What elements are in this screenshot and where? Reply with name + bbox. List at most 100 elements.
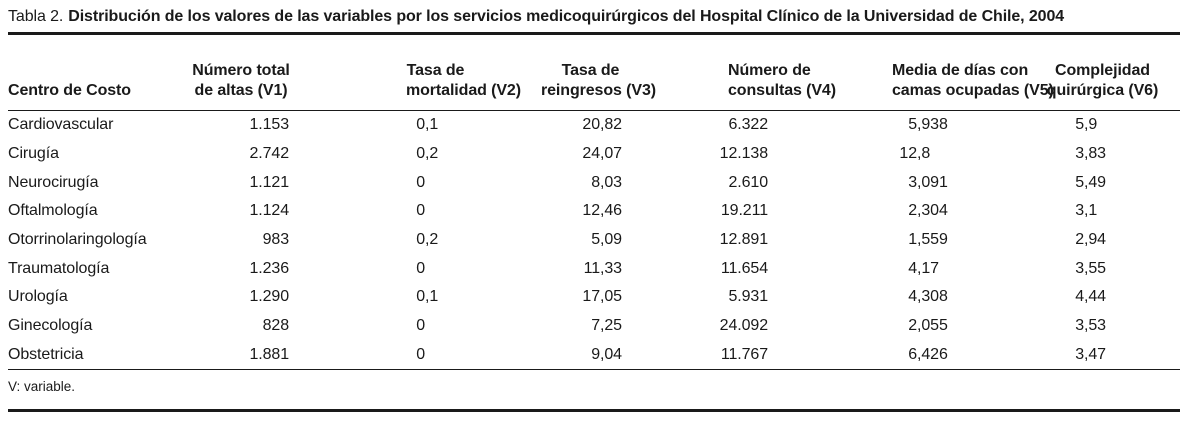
value-cell: 1.121 (190, 168, 320, 197)
number: 5.931 (728, 288, 768, 306)
value-cell: 11,33 (465, 254, 640, 283)
value-cell: 2,94 (985, 226, 1180, 255)
column-header-line: Tasa de (406, 62, 465, 79)
value-cell: 0,2 (320, 226, 465, 255)
number: 0 (416, 259, 425, 277)
row-label-cell: Cardiovascular (8, 116, 114, 134)
table-header-row: Centro de Costo Número total de altas (V1)… (8, 35, 1180, 111)
column-header-line: mortalidad (V2) (406, 82, 521, 99)
value-cell: 11.654 (640, 254, 800, 283)
value-cell: 3,83 (985, 140, 1180, 169)
value-cell: 1.290 (190, 283, 320, 312)
table-row: Cardiovascular 1.153 0,1 20,82 6.322 5,938 5,9 (8, 111, 1180, 140)
value-cell: 12.138 (640, 140, 800, 169)
value-cell: 6.322 (640, 111, 800, 140)
value-cell: 1.153 (190, 111, 320, 140)
number: 1.236 (249, 259, 289, 277)
column-header-line: camas ocupadas (V5) (892, 82, 1054, 99)
column-header-line: quirúrgica (V6) (1046, 82, 1159, 99)
number: 11.767 (720, 345, 768, 363)
table-row: Oftalmología 1.124 0 12,46 19.211 2,304 3,1 (8, 197, 1180, 226)
table-label: Tabla 2. (8, 8, 64, 25)
value-cell: 0 (320, 254, 465, 283)
value-cell: 4,308 (800, 283, 985, 312)
table-row: Obstetricia 1.881 0 9,04 11.767 6,426 3,47 (8, 341, 1180, 370)
value-cell: 0,2 (320, 140, 465, 169)
table-row: Urología 1.290 0,1 17,05 5.931 4,308 4,44 (8, 283, 1180, 312)
number: 1.124 (249, 202, 289, 220)
number: 828 (262, 317, 290, 335)
value-cell: 2.610 (640, 168, 800, 197)
number: 12.891 (719, 231, 768, 249)
column-header-line: Centro de Costo (8, 82, 131, 99)
number: 0 (416, 317, 425, 335)
value-cell: 7,25 (465, 312, 640, 341)
number: 5,938 (908, 116, 948, 134)
column-header-line: Complejidad (1055, 62, 1150, 79)
number: 5,49 (1075, 173, 1106, 191)
value-cell: 12,46 (465, 197, 640, 226)
column-header-line: consultas (V4) (728, 82, 836, 99)
number: 3,1 (1075, 202, 1098, 220)
value-cell: 3,47 (985, 341, 1180, 370)
column-header-v1: Número total de altas (V1) (190, 35, 320, 111)
value-cell: 20,82 (465, 111, 640, 140)
number: 3,53 (1075, 317, 1106, 335)
value-cell: 3,55 (985, 254, 1180, 283)
number: 1,559 (908, 231, 948, 249)
column-header-line: reingresos (V3) (541, 82, 656, 99)
value-cell: 0 (320, 341, 465, 370)
value-cell: 19.211 (640, 197, 800, 226)
number: 9,04 (591, 345, 622, 363)
table-caption: Tabla 2. Distribución de los valores de l… (8, 0, 1180, 35)
value-cell: 3,53 (985, 312, 1180, 341)
number: 12.138 (719, 145, 768, 163)
number: 1.121 (249, 173, 289, 191)
table-row: Otorrinolaringología 983 0,2 5,09 12.891 1,55… (8, 226, 1180, 255)
number: 0 (416, 202, 425, 220)
number: 5,9 (1075, 116, 1098, 134)
row-label-cell: Otorrinolaringología (8, 231, 147, 249)
column-header-v3: Tasa de reingresos (V3) (465, 35, 656, 111)
value-cell: 12,8 (800, 140, 985, 169)
number: 6,426 (908, 345, 948, 363)
value-cell: 5.931 (640, 283, 800, 312)
number: 4,44 (1075, 288, 1106, 306)
value-cell: 5,09 (465, 226, 640, 255)
value-cell: 2,055 (800, 312, 985, 341)
column-header-centro-de-costo: Centro de Costo (8, 35, 190, 111)
number: 24.092 (719, 317, 768, 335)
row-label-cell: Traumatología (8, 259, 110, 277)
number: 11.654 (720, 259, 768, 277)
value-cell: 5,49 (985, 168, 1180, 197)
value-cell: 2,304 (800, 197, 985, 226)
number: 5,09 (591, 231, 622, 249)
number: 3,47 (1075, 345, 1106, 363)
row-label-cell: Cirugía (8, 145, 59, 163)
value-cell: 1,559 (800, 226, 985, 255)
footnote: V: variable. (8, 379, 76, 395)
number: 7,25 (591, 317, 622, 335)
column-header-line: Media de días con (892, 62, 1029, 79)
number: 1.290 (249, 288, 289, 306)
number: 12,46 (582, 202, 622, 220)
number: 4,308 (908, 288, 948, 306)
number: 2.742 (249, 145, 289, 163)
number: 2,94 (1075, 231, 1106, 249)
number: 3,55 (1075, 259, 1106, 277)
number: 6.322 (728, 116, 768, 134)
column-header-v5: Media de días con camas ocupadas (V5) (800, 35, 1054, 111)
number: 17,05 (582, 288, 622, 306)
value-cell: 24.092 (640, 312, 800, 341)
number: 24,07 (582, 145, 622, 163)
table-figure: Tabla 2. Distribución de los valores de l… (8, 0, 1180, 413)
row-label-cell: Oftalmología (8, 202, 98, 220)
number: 3,091 (908, 173, 948, 191)
row-label-cell: Neurocirugía (8, 173, 99, 191)
column-header-v2: Tasa de mortalidad (V2) (320, 35, 521, 111)
number: 0,2 (416, 145, 439, 163)
value-cell: 0 (320, 168, 465, 197)
value-cell: 4,44 (985, 283, 1180, 312)
column-header-line: Número de (728, 62, 811, 79)
column-header-line: Tasa de (561, 62, 620, 79)
